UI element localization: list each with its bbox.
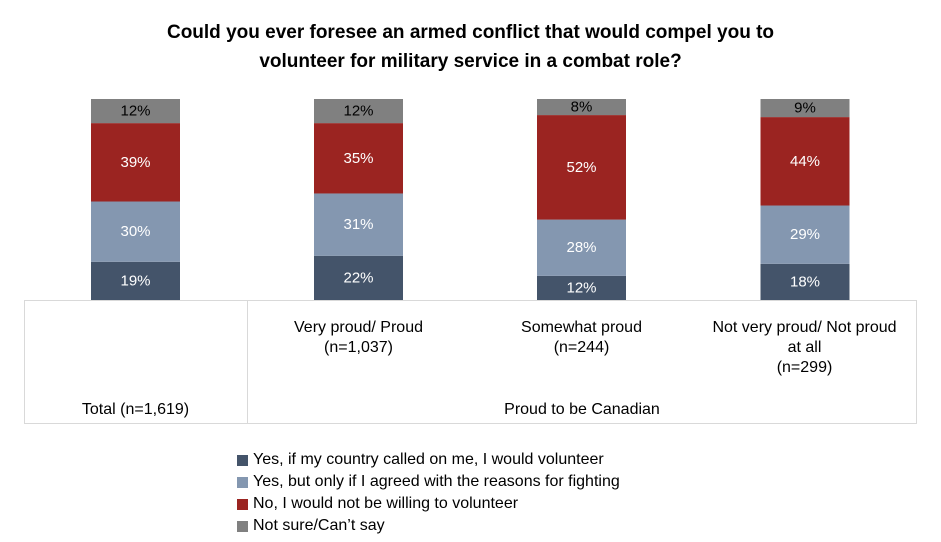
- category-label-line: (n=1,037): [324, 339, 393, 356]
- category-label-line: (n=244): [553, 339, 610, 356]
- data-label-not-very-proud-not-proud-at-all-n-299-s2: 44%: [790, 153, 820, 170]
- legend-swatch-volunteer: [237, 454, 248, 466]
- chart-title: Could you ever foresee an armed conflict…: [0, 18, 941, 76]
- category-table-lines: [24, 300, 917, 424]
- legend-swatch-not-willing: [237, 498, 248, 510]
- group-label-proud-to-be-canadian: Proud to be Canadian: [504, 401, 660, 418]
- bar-segment-somewhat-proud-n-244-s0: [537, 275, 626, 300]
- bar-segment-very-proud-proud-n-1-037-s2: [314, 123, 403, 194]
- chart-title-line-1: Could you ever foresee an armed conflict…: [166, 22, 775, 43]
- data-label-somewhat-proud-n-244-s3: 8%: [571, 99, 593, 116]
- bar-segment-not-very-proud-not-proud-at-all-n-299-s0: [760, 263, 850, 300]
- bar-segment-total-n-1-619-s1: [91, 201, 180, 262]
- category-label-not-very-proud-not-proud-at-all-n-299: Not very proud/ Not proud at all (n=299): [693, 318, 916, 378]
- category-label-line: Very proud/ Proud: [294, 319, 423, 336]
- category-label-line: at all: [787, 339, 822, 356]
- legend-swatch-agreed-reasons: [237, 476, 248, 488]
- bar-segment-somewhat-proud-n-244-s1: [537, 219, 626, 276]
- bar-segment-very-proud-proud-n-1-037-s0: [314, 255, 403, 300]
- bar-segment-not-very-proud-not-proud-at-all-n-299-s3: [760, 99, 850, 118]
- data-label-very-proud-proud-n-1-037-s2: 35%: [343, 150, 373, 167]
- legend-label-not-sure: Not sure/Can’t say: [253, 517, 385, 534]
- category-label-line: Somewhat proud: [521, 319, 642, 336]
- bar-segment-very-proud-proud-n-1-037-s1: [314, 193, 403, 256]
- legend-label-not-willing: No, I would not be willing to volunteer: [253, 495, 519, 512]
- legend-swatch-not-sure: [237, 520, 248, 532]
- data-label-somewhat-proud-n-244-s1: 28%: [566, 239, 596, 256]
- bar-segment-not-very-proud-not-proud-at-all-n-299-s1: [760, 205, 850, 264]
- data-label-very-proud-proud-n-1-037-s3: 12%: [343, 103, 373, 120]
- bar-segment-somewhat-proud-n-244-s3: [537, 99, 626, 116]
- legend-item-not-willing: No, I would not be willing to volunteer: [237, 493, 620, 515]
- bar-segment-somewhat-proud-n-244-s2: [537, 115, 626, 220]
- legend-item-volunteer: Yes, if my country called on me, I would…: [237, 449, 620, 471]
- data-label-not-very-proud-not-proud-at-all-n-299-s1: 29%: [790, 226, 820, 243]
- data-label-somewhat-proud-n-244-s2: 52%: [566, 159, 596, 176]
- legend-label-agreed-reasons: Yes, but only if I agreed with the reaso…: [253, 473, 620, 490]
- bar-segment-total-n-1-619-s2: [91, 123, 180, 202]
- data-label-very-proud-proud-n-1-037-s0: 22%: [343, 269, 373, 286]
- bar-segment-very-proud-proud-n-1-037-s3: [314, 99, 403, 124]
- bars-layer: 19% 30% 39% 12% 22% 31% 35% 12% 12% 28% 52% 8% 18% 29…: [91, 99, 850, 300]
- bar-segment-total-n-1-619-s3: [91, 99, 180, 124]
- category-label-line: (n=299): [776, 359, 833, 376]
- data-label-total-n-1-619-s0: 19%: [120, 272, 150, 289]
- legend-label-volunteer: Yes, if my country called on me, I would…: [253, 451, 604, 468]
- data-label-not-very-proud-not-proud-at-all-n-299-s3: 9%: [794, 100, 816, 117]
- data-label-total-n-1-619-s3: 12%: [120, 103, 150, 120]
- legend-item-not-sure: Not sure/Can’t say: [237, 515, 620, 537]
- chart-title-line-2: volunteer for military service in a comb…: [259, 51, 682, 72]
- data-label-very-proud-proud-n-1-037-s1: 31%: [343, 216, 373, 233]
- data-label-total-n-1-619-s1: 30%: [120, 223, 150, 240]
- data-label-somewhat-proud-n-244-s0: 12%: [566, 279, 596, 296]
- group-label-total: Total (n=1,619): [81, 401, 190, 418]
- data-label-total-n-1-619-s2: 39%: [120, 154, 150, 171]
- legend-item-agreed-reasons: Yes, but only if I agreed with the reaso…: [237, 471, 620, 493]
- category-label-somewhat-proud-n-244: Somewhat proud (n=244): [470, 318, 693, 358]
- bar-segment-not-very-proud-not-proud-at-all-n-299-s2: [760, 117, 850, 206]
- category-label-very-proud-proud-n-1-037: Very proud/ Proud (n=1,037): [247, 318, 470, 358]
- bar-segment-total-n-1-619-s0: [91, 261, 180, 300]
- legend: Yes, if my country called on me, I would…: [237, 449, 620, 537]
- category-label-line: Not very proud/ Not proud: [712, 319, 897, 336]
- data-label-not-very-proud-not-proud-at-all-n-299-s0: 18%: [790, 273, 820, 290]
